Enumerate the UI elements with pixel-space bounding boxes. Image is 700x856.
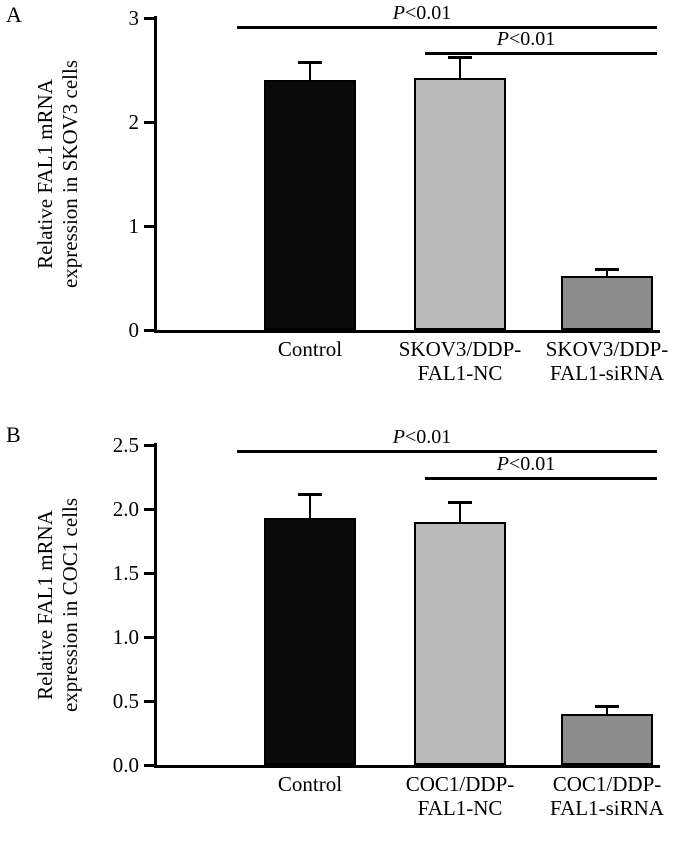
error-bar-cap (595, 267, 619, 271)
y-tick-label: 0 (128, 318, 140, 342)
y-tick-label: 2 (128, 110, 140, 134)
x-category-label: Control (277, 772, 343, 796)
error-bar-stem (606, 707, 608, 715)
error-bar-stem (309, 62, 311, 82)
bar (561, 275, 653, 330)
y-axis (154, 443, 157, 765)
y-tick-label: 0.0 (112, 753, 139, 777)
skov3-bar-chart: 0 1 2 3 Relative FAL1 mRNA expression in SKOV… (0, 0, 700, 420)
panel-a: A 0 1 2 3 Relative FAL1 mRNA expression in SK… (0, 0, 700, 420)
panel-b: B 0.0 0.5 1.0 1.5 2.0 2.5 Relative FAL1 mRNA ex… (0, 420, 700, 856)
error-bar-cap (595, 705, 619, 709)
y-tick-label: 3 (128, 6, 140, 30)
y-tick-label: 0.5 (112, 689, 139, 713)
y-tick-label: 1.5 (112, 561, 139, 585)
y-tick-mark (144, 444, 154, 447)
y-axis-title: Relative FAL1 mRNA expression in SKOV3 ce… (33, 59, 83, 289)
error-bar-cap (448, 55, 472, 59)
x-category-label: COC1/DDP- FAL1-siRNA (550, 772, 664, 820)
panel-a-letter: A (6, 2, 22, 27)
x-axis (154, 330, 660, 333)
y-tick-mark (144, 121, 154, 124)
y-tick-mark (144, 225, 154, 228)
y-tick-label: 2.5 (112, 433, 139, 457)
significance-line (237, 450, 657, 453)
error-bar-cap (298, 492, 322, 496)
error-bar-cap (298, 60, 322, 64)
significance-line (237, 26, 657, 29)
significance-label: P<0.01 (496, 453, 556, 475)
bar (264, 517, 356, 765)
y-axis-title: Relative FAL1 mRNA expression in COC1 cel… (33, 497, 83, 713)
y-tick-mark (144, 508, 154, 511)
error-bar-stem (606, 269, 608, 277)
panel-b-letter: B (6, 422, 21, 447)
significance-label: P<0.01 (496, 28, 556, 50)
y-tick-mark (144, 329, 154, 332)
y-tick-mark (144, 17, 154, 20)
error-bar-stem (309, 494, 311, 519)
error-bar-stem (459, 57, 461, 80)
y-tick-mark (144, 572, 154, 575)
y-tick-label: 1.0 (112, 625, 139, 649)
y-tick-mark (144, 636, 154, 639)
significance-line (425, 477, 657, 480)
significance-line (425, 52, 657, 55)
coc1-bar-chart: 0.0 0.5 1.0 1.5 2.0 2.5 Relative FAL1 mRNA expr… (0, 420, 700, 856)
x-category-label: SKOV3/DDP- FAL1-siRNA (545, 337, 669, 385)
y-tick-label: 1 (128, 214, 140, 238)
x-category-label: Control (277, 337, 343, 361)
x-category-label: COC1/DDP- FAL1-NC (405, 772, 515, 820)
x-axis (154, 765, 660, 768)
y-tick-mark (144, 700, 154, 703)
significance-label: P<0.01 (392, 2, 452, 24)
x-category-label: SKOV3/DDP- FAL1-NC (398, 337, 522, 385)
y-axis (154, 16, 157, 330)
bar (414, 521, 506, 765)
error-bar-stem (459, 502, 461, 523)
bar (561, 713, 653, 765)
y-tick-mark (144, 764, 154, 767)
error-bar-cap (448, 500, 472, 504)
bar (264, 80, 356, 330)
y-tick-label: 2.0 (112, 497, 139, 521)
bar (414, 78, 506, 330)
significance-label: P<0.01 (392, 426, 452, 448)
